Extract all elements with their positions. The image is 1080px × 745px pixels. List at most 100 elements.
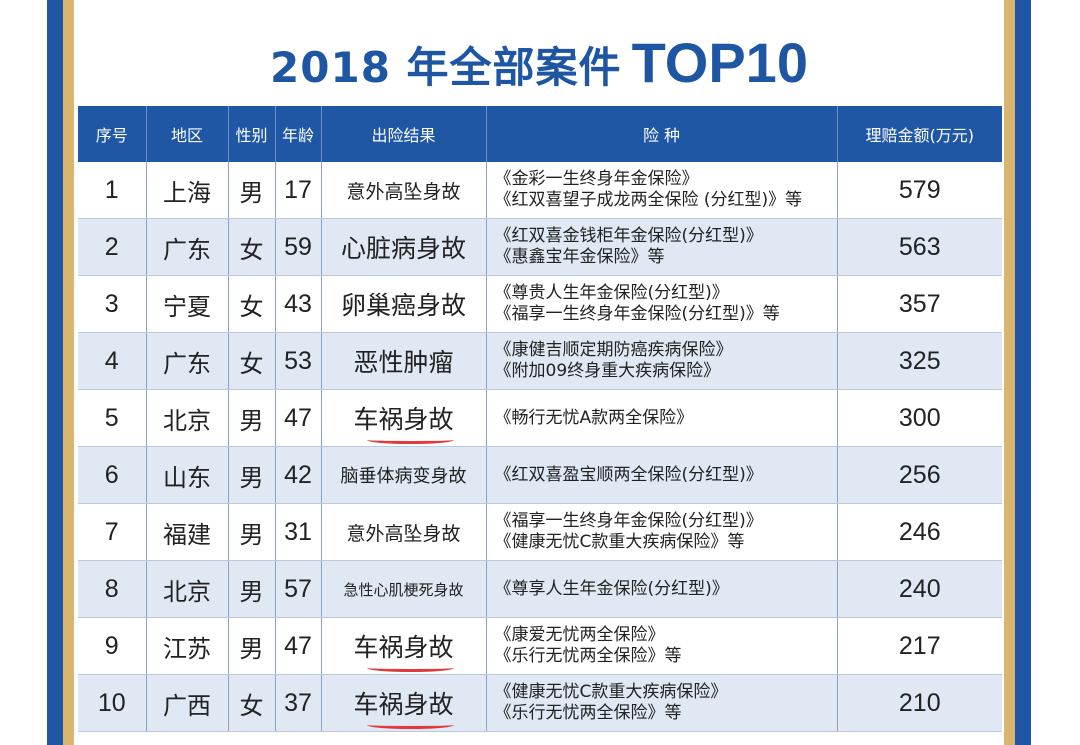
page-title: 2018 年全部案件 TOP10 <box>74 30 1004 95</box>
header-amount: 理赔金额(万元) <box>837 106 1002 162</box>
product-line: 《福享一生终身年金保险(分红型)》 <box>494 511 763 531</box>
cell-no: 5 <box>78 389 147 447</box>
table-row: 2 广东 女 59 心脏病身故 《红双喜金钱柜年金保险(分红型)》 《惠鑫宝年金… <box>78 218 1002 276</box>
cell-no: 8 <box>78 560 147 618</box>
cell-age: 43 <box>275 275 322 333</box>
product-line: 《红双喜盈宝顺两全保险(分红型)》 <box>494 464 763 485</box>
cell-age: 37 <box>275 674 322 732</box>
product-line: 《尊贵人生年金保险(分红型)》 <box>494 283 729 303</box>
cell-no: 3 <box>78 275 147 333</box>
cases-table: 序号 地区 性别 年龄 出险结果 险 种 理赔金额(万元) 1 上海 男 17 … <box>78 106 1002 732</box>
cell-age: 17 <box>275 162 322 219</box>
cell-region: 宁夏 <box>146 275 229 333</box>
left-border-frame <box>47 0 74 745</box>
product-line: 《康爱无忧两全保险》 <box>494 625 665 645</box>
product-line: 《尊享人生年金保险(分红型)》 <box>494 578 729 599</box>
cell-no: 2 <box>78 218 147 276</box>
cell-age: 53 <box>275 332 322 390</box>
cell-gender: 男 <box>228 617 276 675</box>
underlined-result: 车祸身故 <box>353 400 454 444</box>
cell-product: 《畅行无忧A款两全保险》 <box>486 389 838 447</box>
cell-region: 北京 <box>146 560 229 618</box>
cell-age: 31 <box>275 503 322 561</box>
cell-result: 车祸身故 <box>321 617 487 675</box>
cell-product: 《尊贵人生年金保险(分红型)》 《福享一生终身年金保险(分红型)》等 <box>486 275 838 333</box>
cell-amount: 563 <box>837 218 1002 276</box>
table-row: 6 山东 男 42 脑垂体病变身故 《红双喜盈宝顺两全保险(分红型)》 256 <box>78 446 1002 504</box>
cell-no: 4 <box>78 332 147 390</box>
title-top10: TOP10 <box>631 31 808 94</box>
cell-amount: 217 <box>837 617 1002 675</box>
cell-gender: 男 <box>228 446 276 504</box>
cell-no: 6 <box>78 446 147 504</box>
cell-gender: 男 <box>228 560 276 618</box>
cell-amount: 256 <box>837 446 1002 504</box>
cell-age: 59 <box>275 218 322 276</box>
cell-result: 急性心肌梗死身故 <box>321 560 487 618</box>
cell-age: 57 <box>275 560 322 618</box>
cell-product: 《金彩一生终身年金保险》 《红双喜望子成龙两全保险 (分红型)》等 <box>486 162 838 219</box>
cell-result: 脑垂体病变身故 <box>321 446 487 504</box>
cell-product: 《康爱无忧两全保险》 《乐行无忧两全保险》等 <box>486 617 838 675</box>
cell-no: 9 <box>78 617 147 675</box>
cell-gender: 女 <box>228 674 276 732</box>
right-border-frame <box>1004 0 1031 745</box>
product-line: 《附加09终身重大疾病保险》 <box>494 361 721 381</box>
product-line: 《乐行无忧两全保险》等 <box>494 703 682 723</box>
header-no: 序号 <box>78 106 147 162</box>
cell-region: 北京 <box>146 389 229 447</box>
cell-no: 1 <box>78 162 147 219</box>
header-age: 年龄 <box>275 106 322 162</box>
table-row: 5 北京 男 47 车祸身故 《畅行无忧A款两全保险》 300 <box>78 389 1002 447</box>
cell-product: 《康健吉顺定期防癌疾病保险》 《附加09终身重大疾病保险》 <box>486 332 838 390</box>
cell-amount: 210 <box>837 674 1002 732</box>
product-line: 《康健吉顺定期防癌疾病保险》 <box>494 340 733 360</box>
cell-product: 《尊享人生年金保险(分红型)》 <box>486 560 838 618</box>
cell-no: 10 <box>78 674 147 732</box>
cell-gender: 女 <box>228 275 276 333</box>
cell-region: 广东 <box>146 332 229 390</box>
cell-gender: 男 <box>228 389 276 447</box>
cell-result: 车祸身故 <box>321 674 487 732</box>
table-row: 3 宁夏 女 43 卵巢癌身故 《尊贵人生年金保险(分红型)》 《福享一生终身年… <box>78 275 1002 333</box>
product-line: 《红双喜金钱柜年金保险(分红型)》 <box>494 226 763 246</box>
cell-amount: 300 <box>837 389 1002 447</box>
cell-gender: 男 <box>228 503 276 561</box>
header-gender: 性别 <box>228 106 276 162</box>
cell-region: 上海 <box>146 162 229 219</box>
table-header-row: 序号 地区 性别 年龄 出险结果 险 种 理赔金额(万元) <box>78 106 1002 162</box>
table-row: 7 福建 男 31 意外高坠身故 《福享一生终身年金保险(分红型)》 《健康无忧… <box>78 503 1002 561</box>
table-row: 8 北京 男 57 急性心肌梗死身故 《尊享人生年金保险(分红型)》 240 <box>78 560 1002 618</box>
cell-age: 47 <box>275 389 322 447</box>
table-row: 1 上海 男 17 意外高坠身故 《金彩一生终身年金保险》 《红双喜望子成龙两全… <box>78 162 1002 219</box>
cell-amount: 246 <box>837 503 1002 561</box>
table-row: 10 广西 女 37 车祸身故 《健康无忧C款重大疾病保险》 《乐行无忧两全保险… <box>78 674 1002 732</box>
product-line: 《畅行无忧A款两全保险》 <box>494 407 694 428</box>
product-line: 《乐行无忧两全保险》等 <box>494 646 682 666</box>
cell-result: 意外高坠身故 <box>321 162 487 219</box>
underlined-result: 车祸身故 <box>353 628 454 672</box>
cell-no: 7 <box>78 503 147 561</box>
cell-result: 恶性肿瘤 <box>321 332 487 390</box>
cell-age: 42 <box>275 446 322 504</box>
underlined-result: 车祸身故 <box>353 685 454 729</box>
cell-amount: 357 <box>837 275 1002 333</box>
cell-result: 车祸身故 <box>321 389 487 447</box>
table-row: 9 江苏 男 47 车祸身故 《康爱无忧两全保险》 《乐行无忧两全保险》等 21… <box>78 617 1002 675</box>
cell-product: 《红双喜盈宝顺两全保险(分红型)》 <box>486 446 838 504</box>
cell-amount: 579 <box>837 162 1002 219</box>
table-row: 4 广东 女 53 恶性肿瘤 《康健吉顺定期防癌疾病保险》 《附加09终身重大疾… <box>78 332 1002 390</box>
header-product: 险 种 <box>486 106 838 162</box>
product-line: 《金彩一生终身年金保险》 <box>494 169 699 189</box>
cell-product: 《红双喜金钱柜年金保险(分红型)》 《惠鑫宝年金保险》等 <box>486 218 838 276</box>
cell-result: 心脏病身故 <box>321 218 487 276</box>
product-line: 《红双喜望子成龙两全保险 (分红型)》等 <box>494 190 803 210</box>
cell-result: 卵巢癌身故 <box>321 275 487 333</box>
cell-gender: 女 <box>228 332 276 390</box>
header-region: 地区 <box>146 106 229 162</box>
cell-age: 47 <box>275 617 322 675</box>
cell-product: 《健康无忧C款重大疾病保险》 《乐行无忧两全保险》等 <box>486 674 838 732</box>
cases-table-container: 序号 地区 性别 年龄 出险结果 险 种 理赔金额(万元) 1 上海 男 17 … <box>78 106 1002 732</box>
cell-gender: 男 <box>228 162 276 219</box>
product-line: 《福享一生终身年金保险(分红型)》等 <box>494 304 780 324</box>
